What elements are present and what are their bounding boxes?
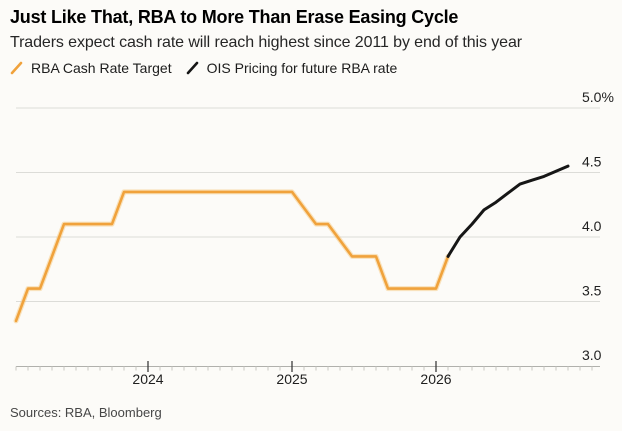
black-slash-icon [186,61,198,75]
chart-legend: RBA Cash Rate Target OIS Pricing for fut… [9,60,397,76]
legend-item-ois-pricing: OIS Pricing for future RBA rate [185,60,398,76]
x-axis-label: 2025 [276,371,307,387]
orange-slash-icon [10,61,23,75]
y-axis-label: 3.0 [582,347,602,363]
y-axis-label: 4.5 [582,154,602,170]
rba-cash-rate-line [14,190,450,323]
y-axis-label: 5.0% [582,89,614,105]
x-axis-label: 2026 [420,371,451,387]
legend-label-ois-pricing: OIS Pricing for future RBA rate [206,60,398,76]
y-axis-label: 3.5 [582,283,602,299]
chart-subtitle: Traders expect cash rate will reach high… [10,34,522,51]
ois-pricing-line [446,164,570,258]
legend-item-rba-cash-rate: RBA Cash Rate Target [9,60,172,76]
x-axis-label: 2024 [132,371,163,387]
chart-title: Just Like That, RBA to More Than Erase E… [10,7,459,27]
y-axis-label: 4.0 [582,218,602,234]
legend-label-rba-cash-rate: RBA Cash Rate Target [31,60,172,76]
source-note: Sources: RBA, Bloomberg [10,405,162,420]
